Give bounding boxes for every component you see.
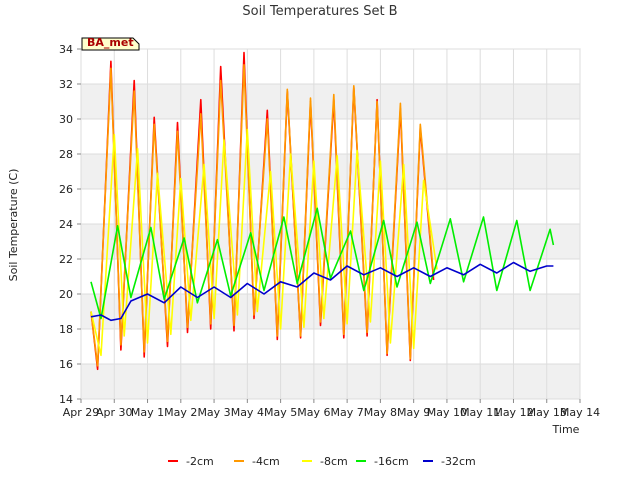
x-tick-label: May 13 (527, 406, 567, 419)
x-tick-label: May 9 (397, 406, 430, 419)
y-tick-label: 34 (59, 43, 73, 56)
plot-area (80, 48, 581, 400)
y-tick-label: 18 (59, 323, 73, 336)
legend-label: -4cm (252, 455, 280, 468)
x-tick-label: May 6 (297, 406, 330, 419)
y-tick-label: 16 (59, 358, 73, 371)
y-tick-label: 14 (59, 393, 73, 406)
legend: -2cm -4cm -8cm -16cm -32cm (168, 455, 476, 468)
y-tick-label: 28 (59, 148, 73, 161)
x-tick-label: May 8 (364, 406, 397, 419)
x-tick-label: May 11 (460, 406, 500, 419)
y-tick-label: 22 (59, 253, 73, 266)
series-line-16cm (90, 207, 555, 320)
y-tick-label: 24 (59, 218, 73, 231)
y-tick-label: 26 (59, 183, 73, 196)
x-tick-label: May 14 (560, 406, 600, 419)
series-lines (90, 51, 555, 371)
legend-label: -8cm (320, 455, 348, 468)
x-tick-label: May 5 (264, 406, 297, 419)
y-axis-label: Soil Temperature (C) (7, 169, 20, 282)
station-badge: BA_met (81, 36, 140, 51)
grid-band (81, 84, 580, 119)
grid-band (81, 364, 580, 399)
y-tick-label: 20 (59, 288, 73, 301)
x-tick-label: May 4 (231, 406, 264, 419)
x-tick-label: May 10 (427, 406, 467, 419)
series-line-8cm (90, 128, 438, 357)
x-tick-label: Apr 29 (63, 406, 100, 419)
legend-label: -2cm (186, 455, 214, 468)
x-tick-label: May 7 (331, 406, 364, 419)
x-axis-label: Time (552, 423, 580, 436)
chart-title: Soil Temperatures Set B (242, 4, 397, 19)
badge-label: BA_met (87, 36, 134, 49)
y-tick-label: 30 (59, 113, 73, 126)
legend-label: -16cm (374, 455, 409, 468)
badge-box (81, 37, 140, 51)
y-tick-label: 32 (59, 78, 73, 91)
x-tick-label: May 1 (131, 406, 164, 419)
y-axis: 14 16 18 20 22 24 26 28 30 32 34 (59, 43, 81, 406)
x-tick-label: May 3 (197, 406, 230, 419)
x-tick-label: May 12 (493, 406, 533, 419)
series-line-32cm (90, 261, 554, 322)
x-tick-label: May 2 (164, 406, 197, 419)
x-tick-label: Apr 30 (96, 406, 133, 419)
legend-label: -32cm (441, 455, 476, 468)
